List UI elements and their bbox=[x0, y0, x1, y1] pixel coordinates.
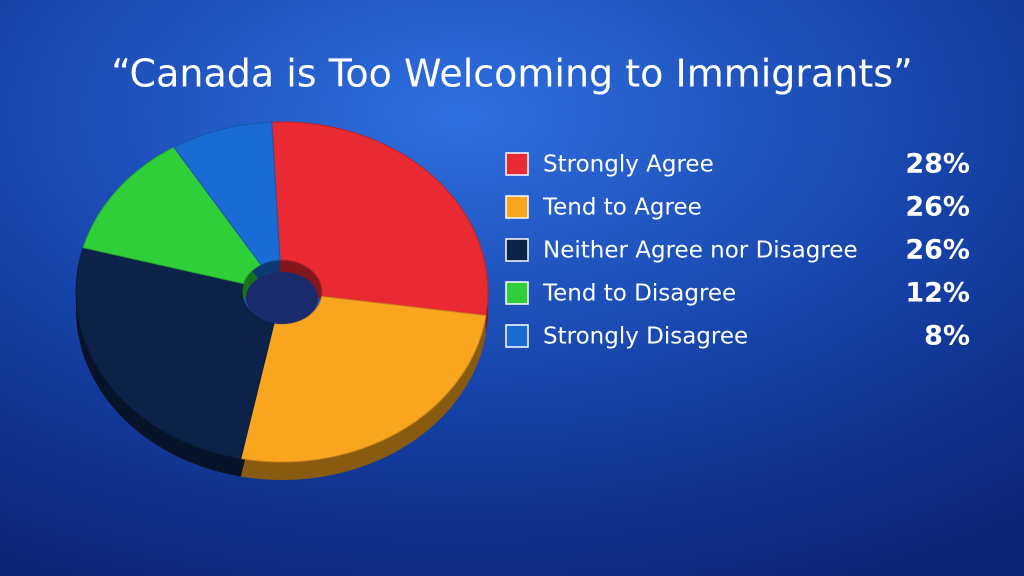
hole bbox=[246, 272, 318, 324]
legend-swatch bbox=[505, 324, 529, 348]
legend-label: Neither Agree nor Disagree bbox=[543, 238, 858, 264]
value-label: 26% bbox=[905, 192, 970, 223]
value-label: 12% bbox=[905, 278, 970, 309]
legend-swatch bbox=[505, 238, 529, 262]
legend-label: Tend to Disagree bbox=[542, 281, 736, 307]
legend-swatch bbox=[505, 281, 529, 305]
legend-label: Strongly Agree bbox=[543, 152, 714, 178]
legend-label: Strongly Disagree bbox=[543, 324, 748, 350]
value-label: 26% bbox=[905, 235, 970, 266]
value-label: 8% bbox=[924, 321, 970, 352]
chart-title: “Canada is Too Welcoming to Immigrants” bbox=[111, 52, 913, 96]
legend-label: Tend to Agree bbox=[542, 195, 702, 221]
legend-swatch bbox=[505, 195, 529, 219]
slice bbox=[173, 121, 281, 266]
legend-swatch bbox=[505, 152, 529, 176]
legend: Strongly Agree 28% Tend to Agree 26% Neither… bbox=[505, 149, 970, 352]
value-label: 28% bbox=[905, 149, 970, 180]
pie bbox=[75, 121, 489, 480]
